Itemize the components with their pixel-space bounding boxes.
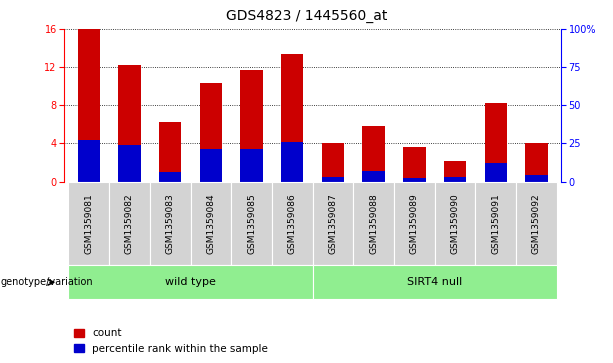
Text: GSM1359092: GSM1359092 <box>532 193 541 254</box>
Bar <box>240 70 263 182</box>
Bar <box>200 150 222 182</box>
Bar <box>322 177 344 182</box>
Bar <box>516 182 557 265</box>
Bar <box>118 145 140 182</box>
Text: GSM1359088: GSM1359088 <box>369 193 378 254</box>
Bar <box>362 171 385 182</box>
Text: GDS4823 / 1445560_at: GDS4823 / 1445560_at <box>226 9 387 23</box>
Text: GSM1359087: GSM1359087 <box>329 193 338 254</box>
Text: GSM1359086: GSM1359086 <box>287 193 297 254</box>
Bar <box>118 65 140 182</box>
Bar <box>281 142 303 182</box>
Text: GSM1359083: GSM1359083 <box>166 193 175 254</box>
Text: SIRT4 null: SIRT4 null <box>407 277 462 287</box>
Bar <box>69 182 109 265</box>
Bar <box>476 182 516 265</box>
Bar <box>313 265 557 299</box>
Bar <box>394 182 435 265</box>
Bar <box>525 143 547 182</box>
Bar <box>150 182 191 265</box>
Text: GSM1359082: GSM1359082 <box>125 193 134 254</box>
Bar <box>435 182 476 265</box>
Bar <box>240 150 263 182</box>
Bar <box>231 182 272 265</box>
Bar <box>444 177 466 182</box>
Bar <box>485 163 507 182</box>
Bar <box>444 160 466 182</box>
Bar <box>281 54 303 182</box>
Bar <box>322 143 344 182</box>
Bar <box>69 265 313 299</box>
Text: GSM1359084: GSM1359084 <box>207 193 215 254</box>
Text: GSM1359081: GSM1359081 <box>84 193 93 254</box>
Bar <box>353 182 394 265</box>
Bar <box>109 182 150 265</box>
Text: GSM1359091: GSM1359091 <box>491 193 500 254</box>
Text: GSM1359085: GSM1359085 <box>247 193 256 254</box>
Bar <box>403 179 425 182</box>
Text: GSM1359089: GSM1359089 <box>410 193 419 254</box>
Bar <box>313 182 353 265</box>
Bar <box>272 182 313 265</box>
Text: genotype/variation: genotype/variation <box>1 277 93 287</box>
Text: GSM1359090: GSM1359090 <box>451 193 460 254</box>
Bar <box>78 140 100 182</box>
Bar <box>525 175 547 182</box>
Bar <box>200 83 222 182</box>
Legend: count, percentile rank within the sample: count, percentile rank within the sample <box>69 324 273 358</box>
Bar <box>362 126 385 182</box>
Text: wild type: wild type <box>165 277 216 287</box>
Bar <box>78 29 100 182</box>
Bar <box>159 172 181 182</box>
Bar <box>191 182 231 265</box>
Bar <box>403 147 425 182</box>
Bar <box>159 122 181 182</box>
Bar <box>485 103 507 182</box>
